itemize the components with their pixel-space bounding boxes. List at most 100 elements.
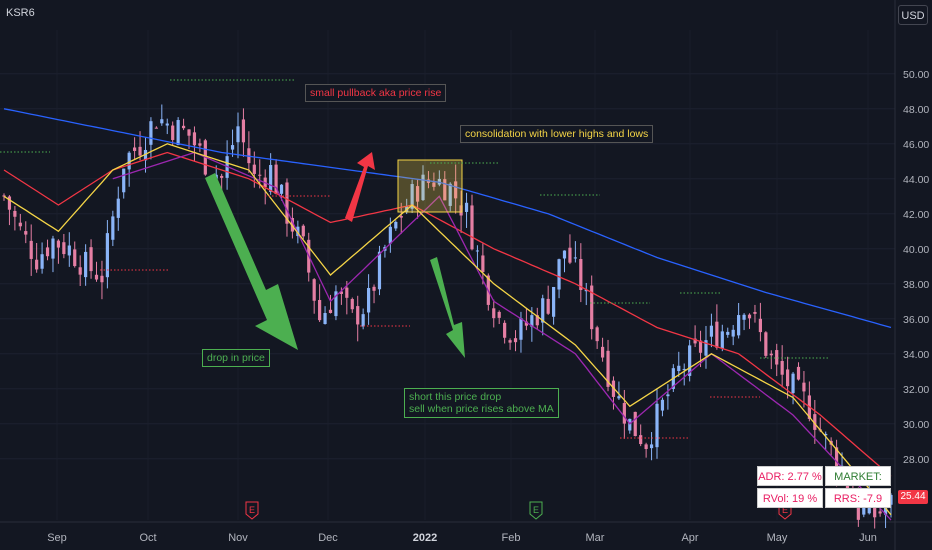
candle [780,345,784,388]
chart-grid [0,30,895,520]
candle-body [552,286,556,317]
candle-body [62,242,66,255]
candle-body [323,312,327,325]
candle [356,295,360,342]
candle-body [13,210,17,217]
candle [508,338,512,350]
candle [464,192,469,228]
candle [421,165,425,201]
x-tick-label: Nov [228,532,248,544]
candle [704,325,708,369]
candle [579,243,583,303]
candle-body [883,507,888,515]
y-tick-label: 40.00 [903,244,929,256]
candle-body [693,338,697,344]
candle [747,313,752,329]
candle-body [67,245,71,256]
candle-body [78,267,82,275]
candle-body [791,373,795,394]
candle [100,260,104,300]
candle [878,508,882,517]
stat-market: MARKET: Up [825,466,891,503]
candle-body [726,331,730,335]
candle [56,239,61,264]
candle [568,234,572,265]
earnings-marker-label: E [782,505,788,515]
candle [715,304,719,350]
candle-body [731,329,735,337]
candle [829,437,833,456]
candle [824,431,828,450]
candle-body [258,174,262,176]
candle [383,244,387,258]
candle-body [448,183,452,206]
candle [35,243,39,273]
candle-body [2,195,6,197]
candle [127,151,131,187]
candle [677,351,681,377]
candle [345,280,349,315]
candle-body [775,350,779,365]
candle-body [535,315,539,326]
candle [600,337,605,362]
candle [503,320,507,344]
candle-body [709,325,714,337]
candle [323,306,327,325]
x-tick-label: Sep [47,532,67,544]
annotation-consolidation[interactable]: consolidation with lower highs and lows [460,125,654,143]
candle-body [720,331,724,349]
annotation-pullback[interactable]: small pullback aka price rise [305,84,447,102]
candle-body [274,164,278,195]
x-tick-label: May [767,532,788,544]
candle-body [546,298,550,314]
stat-rvol: RVol: 19 % [757,488,823,508]
y-tick-label: 44.00 [903,174,929,186]
candle-body [595,327,599,342]
candle-body [350,299,354,310]
arrow-down-green-large [205,173,298,350]
x-tick-label: Mar [586,532,605,544]
candle-body [171,125,175,140]
candle-body [133,147,137,151]
candle-body [421,174,425,201]
candle-body [802,382,806,392]
candle-body [176,120,180,146]
candle [513,330,518,352]
candle-body [269,164,273,192]
candle-body [149,121,153,145]
candle-body [633,411,637,437]
candle-body [105,233,109,278]
candle-body [285,182,289,224]
candle-body [318,300,322,321]
candle [524,307,529,331]
y-tick-label: 42.00 [903,209,929,221]
candle [688,339,692,382]
candle-body [470,205,474,250]
ma-mid-line [3,151,892,477]
candle-body [100,275,104,283]
candle [94,261,99,282]
candle-body [747,314,752,319]
currency-button[interactable]: USD [898,5,928,25]
candle [78,255,82,286]
candle [45,239,50,261]
candle [13,205,17,231]
candle [2,193,6,201]
candle-body [111,216,115,240]
earnings-marker-label: E [249,505,255,515]
candle [454,164,458,214]
candle-body [617,396,621,399]
annotation-drop[interactable]: drop in price [202,349,270,367]
candle-body [878,511,882,514]
x-tick-label: 2022 [413,532,437,544]
candle [318,284,322,322]
annotation-short[interactable]: short this price drop sell when price ri… [404,388,559,418]
candle [448,182,452,212]
candle [51,235,55,273]
candle-body [361,314,365,327]
candle [111,210,115,247]
candle [693,325,697,348]
candle-body [786,369,790,387]
candle-body [339,291,343,294]
candle-body [116,198,120,218]
